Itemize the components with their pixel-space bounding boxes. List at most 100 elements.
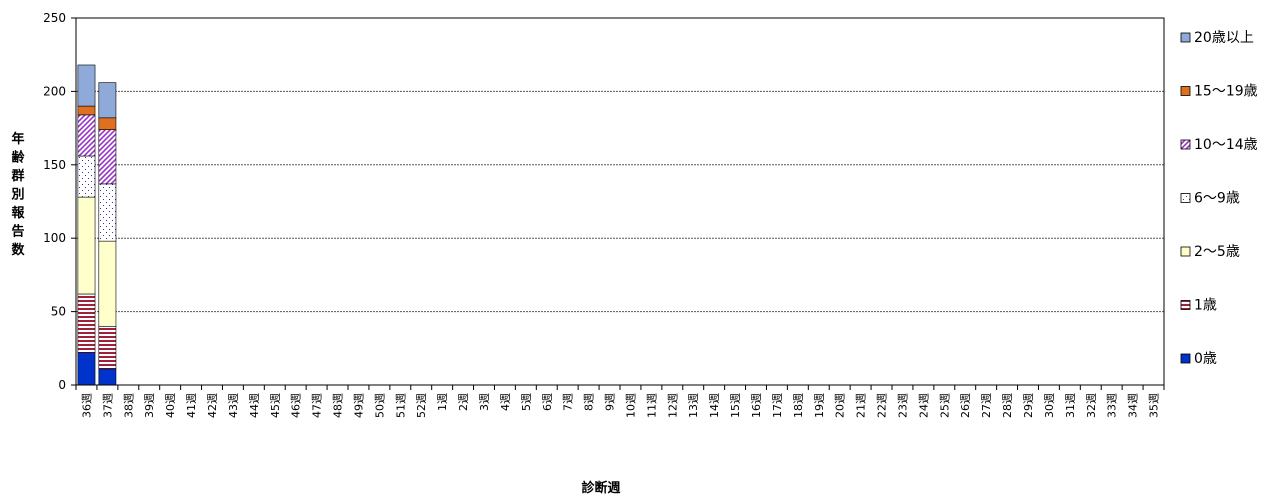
x-tick-label: 22週 [876, 393, 889, 418]
y-tick-labels: 0 50 100 150 200 250 [43, 11, 66, 392]
gridlines [76, 90, 1164, 313]
x-tick-label: 23週 [896, 393, 909, 418]
x-tick-label: 3週 [478, 393, 491, 411]
bar-segment [77, 196, 96, 295]
legend-label: 10〜14歳 [1194, 137, 1258, 153]
bars [77, 64, 117, 386]
y-axis-label-char: 別 [10, 188, 24, 203]
bar-segment [77, 352, 96, 386]
y-tick-label: 200 [43, 84, 66, 98]
legend-swatch [1180, 139, 1191, 150]
x-tick-label: 20週 [834, 393, 847, 418]
bar-segment [77, 114, 96, 157]
bar-segment [77, 155, 96, 198]
x-tick-label: 31週 [1064, 393, 1077, 418]
x-tick-label: 13週 [687, 393, 700, 418]
x-tick-label: 48週 [332, 393, 345, 418]
x-tick-label: 37週 [101, 393, 114, 418]
x-tick-label: 52週 [415, 393, 428, 418]
bar-segment [77, 105, 96, 116]
bar-segment [98, 183, 117, 242]
x-tick-label: 44週 [248, 393, 261, 418]
x-tick-label: 15週 [729, 393, 742, 418]
legend-swatch [1180, 193, 1191, 203]
x-tick-label: 38週 [122, 393, 135, 418]
x-tick-label: 11週 [645, 393, 658, 418]
x-tick-label: 30週 [1043, 393, 1056, 418]
x-tick-label: 1週 [436, 393, 449, 411]
x-tick-label: 26週 [959, 393, 972, 418]
x-tick-label: 35週 [1148, 393, 1161, 418]
plot-frame [75, 17, 1165, 386]
x-tick-label: 10週 [624, 393, 637, 418]
x-tick-label: 45週 [269, 393, 282, 418]
x-tick-label: 19週 [813, 393, 826, 418]
y-tick-label: 0 [58, 378, 66, 392]
x-tick-label: 25週 [938, 393, 951, 418]
legend-label: 1歳 [1194, 298, 1217, 314]
x-tick-label: 8週 [583, 393, 596, 411]
y-axis-label-char: 数 [11, 242, 25, 258]
x-tick-label: 9週 [604, 393, 617, 411]
y-axis-label-char: 報 [11, 205, 25, 221]
bar-segment [98, 325, 117, 370]
x-tick-label: 43週 [227, 393, 240, 418]
bar-segment [98, 240, 117, 327]
x-tick-label: 49週 [352, 393, 365, 418]
x-tick-label: 28週 [1001, 393, 1014, 418]
x-tick-label: 51週 [394, 393, 407, 418]
x-tick-label: 2週 [457, 393, 470, 411]
x-tick-label: 39週 [143, 393, 156, 418]
y-axis-label-char: 年 [11, 131, 24, 147]
x-tick-label: 29週 [1022, 393, 1035, 418]
bar-segment [77, 293, 96, 354]
x-tick-label: 47週 [311, 393, 324, 418]
x-tick-label: 17週 [771, 393, 784, 418]
legend-swatch [1180, 86, 1191, 96]
legend-label: 0歳 [1194, 351, 1217, 367]
x-tick-label: 46週 [290, 393, 303, 418]
legend-label: 2〜5歳 [1194, 244, 1240, 260]
x-tick-label: 14週 [708, 393, 721, 418]
x-tick-label: 50週 [373, 393, 386, 418]
x-tick-label: 7週 [562, 393, 575, 411]
legend-label: 20歳以上 [1194, 30, 1254, 46]
x-tick-label: 6週 [541, 393, 554, 411]
axes [71, 17, 1165, 390]
x-tick-label: 4週 [499, 393, 512, 411]
x-tick-label: 16週 [750, 393, 763, 418]
y-tick-label: 100 [43, 231, 66, 245]
y-tick-label: 50 [51, 305, 66, 319]
x-tick-label: 40週 [164, 393, 177, 418]
legend-label: 6〜9歳 [1194, 191, 1240, 207]
x-tick-label: 36週 [80, 393, 93, 418]
x-tick-label: 42週 [206, 393, 219, 418]
x-tick-label: 18週 [792, 393, 805, 418]
legend-swatch [1180, 300, 1191, 310]
x-tick-label: 32週 [1085, 393, 1098, 418]
x-tick-label: 41週 [185, 393, 198, 418]
y-tick-label: 150 [43, 158, 66, 172]
bar-segment [98, 117, 117, 130]
bar-segment [98, 82, 117, 119]
x-tick-label: 12週 [666, 393, 679, 418]
y-axis-label-char: 群 [11, 168, 24, 184]
bar-segment [77, 64, 96, 107]
y-axis-label-char: 告 [11, 224, 24, 240]
y-tick-label: 250 [43, 11, 66, 25]
legend: 20歳以上 15〜19歳 10〜14歳 6〜9歳 2〜5歳 1歳 0歳 [1180, 30, 1258, 367]
x-tick-label: 21週 [855, 393, 868, 418]
x-tick-label: 33週 [1106, 393, 1119, 418]
x-tick-label: 5週 [520, 393, 533, 411]
x-tick-label: 24週 [917, 393, 930, 418]
legend-swatch [1180, 246, 1191, 257]
x-tick-labels: 36週 37週 38週 39週 40週 41週 42週 43週 44週 45週 46週 47週 48週 4… [80, 393, 1160, 418]
bar-segment [98, 129, 117, 185]
bar-segment [98, 368, 117, 386]
legend-swatch [1180, 32, 1191, 43]
legend-label: 15〜19歳 [1194, 84, 1258, 100]
y-axis-label-char: 齢 [11, 150, 25, 166]
x-tick-label: 27週 [980, 393, 993, 418]
